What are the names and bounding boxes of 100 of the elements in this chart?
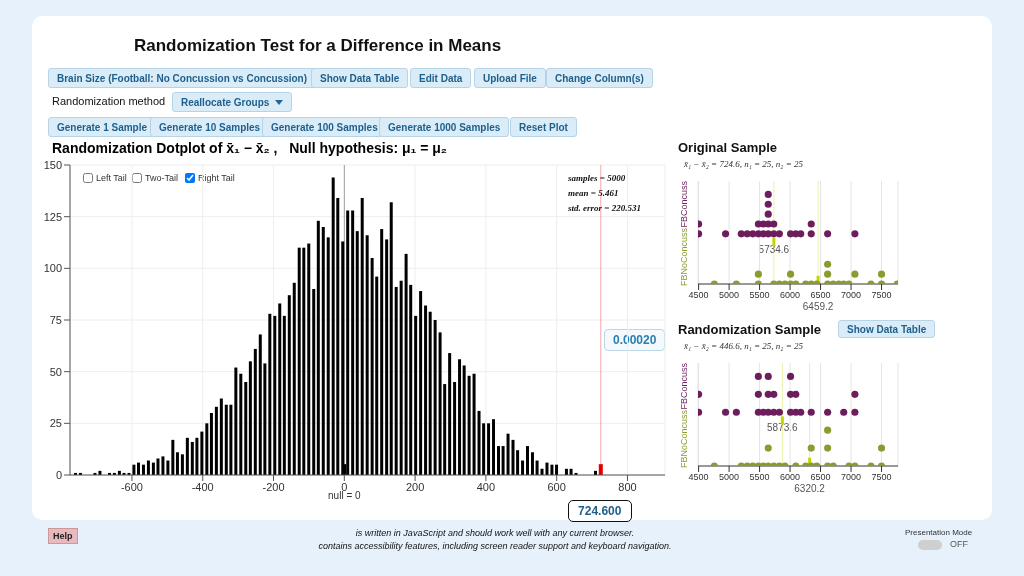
bar xyxy=(360,198,364,475)
text: FBNoConcuss xyxy=(679,409,689,468)
bar xyxy=(278,303,282,475)
x-tick-label: 600 xyxy=(547,480,566,493)
text: Generate 1 Sample xyxy=(57,121,148,133)
point xyxy=(764,210,772,218)
x-tick-label: 5500 xyxy=(749,290,770,301)
point xyxy=(840,408,848,416)
point xyxy=(824,230,832,238)
point xyxy=(775,408,783,416)
point xyxy=(797,408,805,416)
bar xyxy=(312,289,316,475)
y-tick-label: 125 xyxy=(43,210,62,223)
x-tick-label: 7000 xyxy=(841,290,862,301)
bar xyxy=(530,452,534,475)
bar xyxy=(326,237,330,475)
point xyxy=(770,390,778,398)
bar xyxy=(253,348,257,475)
ref-line-label: 724.600 xyxy=(578,504,622,518)
point xyxy=(824,444,832,452)
x-tick-label: -600 xyxy=(120,480,143,493)
point xyxy=(824,426,832,434)
x-tick-label: -200 xyxy=(262,480,285,493)
point xyxy=(754,372,762,380)
bar xyxy=(180,454,184,475)
annotation: 0.00020 xyxy=(613,333,657,347)
point xyxy=(824,408,832,416)
bar xyxy=(156,458,160,475)
x-tick-label: 400 xyxy=(476,480,496,493)
ref-line-label: 5734.6 xyxy=(758,243,790,255)
point xyxy=(807,444,815,452)
point xyxy=(877,444,886,452)
bar xyxy=(351,210,355,475)
bar xyxy=(297,247,301,475)
bar xyxy=(166,460,170,475)
x-tick-label: 6500 xyxy=(810,472,831,483)
text: Randomization Test for a Difference in Means xyxy=(134,36,502,55)
x-tick-label: 7500 xyxy=(871,290,892,301)
bar xyxy=(380,229,384,475)
ref-line-label: 6459.2 xyxy=(802,301,834,312)
bar xyxy=(385,239,389,475)
bar xyxy=(146,460,150,475)
bar xyxy=(516,450,520,475)
x-tick-label: 5000 xyxy=(719,290,740,301)
point xyxy=(877,270,886,278)
bar xyxy=(526,446,530,475)
point xyxy=(807,220,815,228)
text: OFF xyxy=(950,539,968,549)
bar xyxy=(171,439,175,475)
text: Show Data Table xyxy=(847,323,927,335)
x-tick-label: -400 xyxy=(191,480,214,493)
text: Help xyxy=(53,531,73,541)
point xyxy=(786,372,795,380)
point xyxy=(764,190,772,198)
bar xyxy=(496,446,500,475)
point xyxy=(737,230,745,238)
bar xyxy=(273,315,277,475)
text: Show Data Table xyxy=(320,72,400,84)
bar xyxy=(244,382,248,475)
text: Brain Size (Football: No Concussion vs Concussion) xyxy=(57,72,308,84)
text: Reallocate Groups xyxy=(181,96,270,108)
text: Edit Data xyxy=(419,72,463,84)
bar xyxy=(419,291,423,475)
text: is written in JavaScript and should work well with any current browser. xyxy=(355,528,635,538)
annotation: Two-Tail xyxy=(145,173,179,183)
point xyxy=(732,408,740,416)
y-tick-label: 100 xyxy=(43,262,62,275)
text: Generate 10 Samples xyxy=(159,121,261,133)
annotation: std. error = 220.531 xyxy=(568,203,641,213)
bar xyxy=(370,258,374,475)
text: Generate 1000 Samples xyxy=(388,121,501,133)
point xyxy=(824,260,832,268)
bar xyxy=(355,231,359,475)
chart-subtitle: x̄₁ − x̄₂ = 724.6, n₁ = 25, n₂ = 25 xyxy=(684,159,804,169)
bar xyxy=(185,437,189,475)
bar xyxy=(292,282,296,475)
point xyxy=(721,408,730,416)
bar xyxy=(195,437,199,475)
bar xyxy=(492,419,496,475)
point xyxy=(797,230,805,238)
bar xyxy=(506,433,510,475)
bar xyxy=(487,423,491,475)
x-tick-label: 4500 xyxy=(688,290,709,301)
bar xyxy=(365,235,369,475)
bar xyxy=(535,460,539,475)
bar xyxy=(258,334,262,475)
text: FBConcuss xyxy=(679,363,689,410)
chart-title: Randomization Sample xyxy=(678,322,822,337)
x-tick-label: 7500 xyxy=(871,472,892,483)
annotation: mean = 5.461 xyxy=(568,188,619,198)
x-tick-label: 0 xyxy=(341,480,348,493)
x-tick-label: 5000 xyxy=(719,472,740,483)
bar xyxy=(394,286,398,475)
point xyxy=(851,270,859,278)
bar xyxy=(268,313,272,475)
bar xyxy=(467,375,471,475)
bar xyxy=(209,413,213,475)
bar xyxy=(214,406,218,475)
x-tick-label: 800 xyxy=(618,480,637,493)
y-tick-label: 150 xyxy=(43,158,62,171)
